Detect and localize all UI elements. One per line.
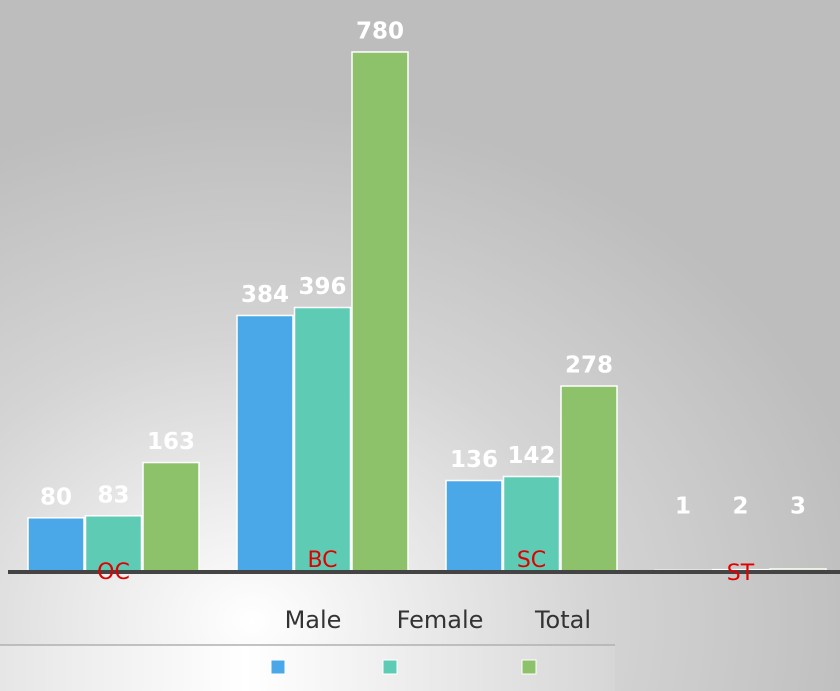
data-label: 80 (40, 484, 72, 510)
bar (236, 314, 294, 572)
data-label: 780 (356, 18, 404, 44)
plot (27, 51, 827, 572)
data-label: 83 (97, 482, 129, 508)
legend-label: Male (285, 606, 342, 634)
data-label: 3 (790, 494, 806, 520)
category-label: ST (727, 561, 755, 586)
data-label: 278 (565, 353, 613, 379)
bar (445, 479, 503, 572)
data-label: 163 (147, 429, 195, 455)
legend-swatch (382, 659, 398, 675)
bar (560, 385, 618, 572)
bar (502, 475, 561, 572)
data-label: 142 (507, 443, 555, 469)
data-label: 1 (675, 494, 691, 520)
legend-label: Female (397, 606, 484, 634)
legend-label: Total (534, 606, 591, 634)
labels: 80 83 163 OC 384 396 780 BC 136 142 278 SC 1 2 3 ST Male… (40, 18, 806, 675)
bar (351, 51, 409, 572)
bar (293, 306, 352, 572)
category-label: BC (307, 548, 337, 573)
legend-strip (0, 645, 615, 691)
data-label: 2 (732, 494, 748, 520)
data-label: 136 (450, 447, 498, 473)
data-label: 384 (241, 282, 289, 308)
category-label: SC (517, 548, 546, 573)
legend-swatch (521, 659, 537, 675)
category-label: OC (97, 560, 130, 585)
data-label: 396 (298, 274, 346, 300)
bar (142, 461, 200, 572)
legend-swatch (270, 659, 286, 675)
bar (27, 517, 85, 572)
